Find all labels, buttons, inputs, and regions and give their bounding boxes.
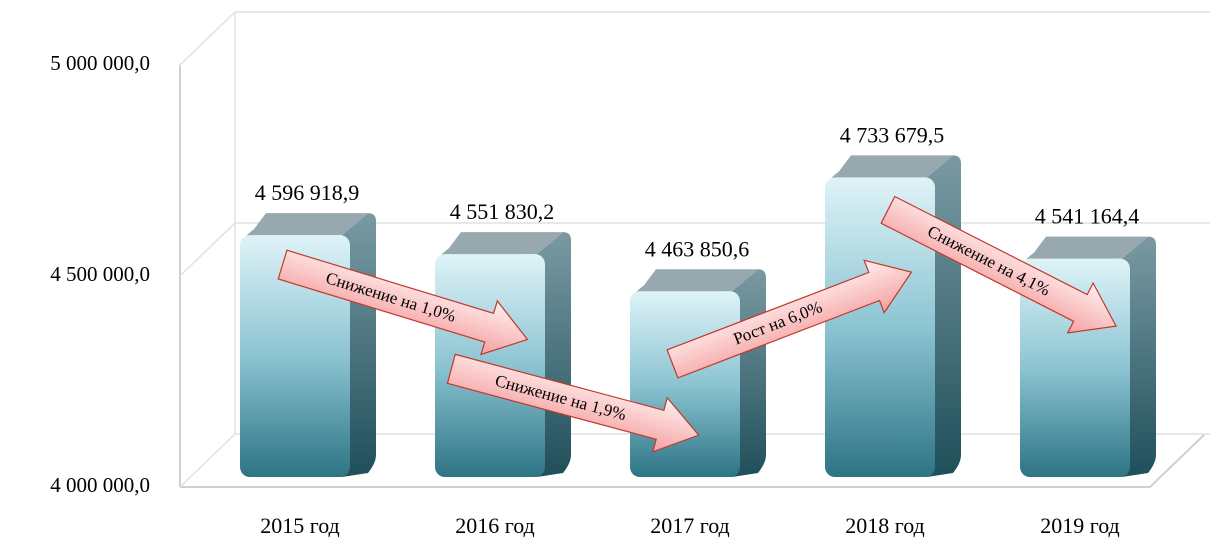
- grid-line: [179, 11, 1210, 66]
- arrow-shape: [880, 195, 1117, 334]
- bar: [630, 291, 740, 477]
- bar-side: [1122, 236, 1156, 477]
- bar-side: [537, 232, 571, 477]
- y-tick-label: 4 000 000,0: [50, 473, 150, 497]
- bars: [240, 155, 1156, 477]
- bar: [825, 177, 935, 477]
- value-label: 4 596 918,9: [255, 180, 360, 205]
- x-tick-label: 2016 год: [455, 513, 535, 538]
- bar-top: [441, 232, 563, 257]
- x-tick-label: 2015 год: [260, 513, 340, 538]
- x-tick-label: 2019 год: [1040, 513, 1120, 538]
- arrow-shape: [666, 259, 913, 379]
- bar-top: [831, 155, 953, 180]
- arrow-shape: [277, 249, 529, 356]
- bar-top: [636, 269, 758, 294]
- y-tick-label: 4 500 000,0: [50, 262, 150, 286]
- annotation-arrow: Рост на 6,0%: [666, 259, 913, 379]
- bar-top: [246, 213, 368, 238]
- floor-edge: [180, 433, 1206, 488]
- value-label: 4 463 850,6: [645, 236, 750, 261]
- value-label: 4 551 830,2: [450, 199, 555, 224]
- bar-top: [1026, 236, 1148, 261]
- x-tick-label: 2017 год: [650, 513, 730, 538]
- y-tick-label: 5 000 000,0: [50, 51, 150, 75]
- x-tick-label: 2018 год: [845, 513, 925, 538]
- value-label: 4 733 679,5: [840, 122, 945, 147]
- bar: [240, 235, 350, 477]
- labels: 4 000 000,0 4 500 000,0 5 000 000,0 2015 го…: [50, 51, 1139, 538]
- arrow-shape: [446, 353, 700, 453]
- value-label: 4 541 164,4: [1035, 204, 1140, 229]
